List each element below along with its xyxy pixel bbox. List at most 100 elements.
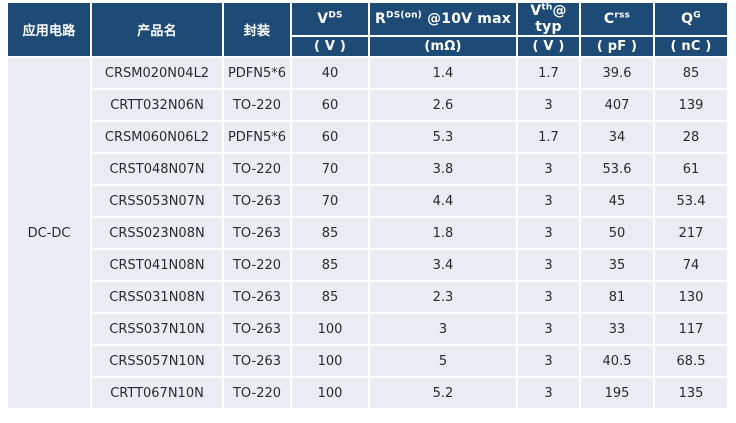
vth-cell: 3 <box>518 90 579 120</box>
qg-cell: 28 <box>655 122 727 152</box>
header-unit-2: ( V ) <box>518 37 579 56</box>
table-row: CRTT032N06N TO-220 60 2.6 3 407 139 <box>8 90 727 120</box>
table-row: CRSS037N10N TO-263 100 3 3 33 117 <box>8 314 727 344</box>
vds-cell: 40 <box>292 58 368 88</box>
product-name-cell: CRTT067N10N <box>92 378 222 408</box>
header-unit-1: (mΩ) <box>370 37 516 56</box>
crss-cell: 35 <box>581 250 653 280</box>
crss-cell: 40.5 <box>581 346 653 376</box>
table-row: CRTT067N10N TO-220 100 5.2 3 195 135 <box>8 378 727 408</box>
crss-cell: 53.6 <box>581 154 653 184</box>
crss-cell: 81 <box>581 282 653 312</box>
vds-cell: 85 <box>292 218 368 248</box>
vth-cell: 3 <box>518 378 579 408</box>
vds-cell: 100 <box>292 378 368 408</box>
vth-cell: 1.7 <box>518 122 579 152</box>
rds-on-cell: 3.4 <box>370 250 516 280</box>
package-cell: TO-263 <box>224 218 290 248</box>
product-name-cell: CRSM060N06L2 <box>92 122 222 152</box>
package-cell: TO-220 <box>224 154 290 184</box>
header-product-name: 产品名 <box>92 3 222 56</box>
rds-on-cell: 2.3 <box>370 282 516 312</box>
product-name-cell: CRTT032N06N <box>92 90 222 120</box>
crss-cell: 39.6 <box>581 58 653 88</box>
package-cell: TO-263 <box>224 314 290 344</box>
vds-cell: 60 <box>292 90 368 120</box>
vds-cell: 70 <box>292 186 368 216</box>
header-unit-3: ( pF ) <box>581 37 653 56</box>
crss-cell: 195 <box>581 378 653 408</box>
vth-cell: 3 <box>518 314 579 344</box>
header-param-crss: Crss <box>581 3 653 35</box>
rds-on-cell: 5.2 <box>370 378 516 408</box>
vth-cell: 3 <box>518 154 579 184</box>
table-row: CRSS031N08N TO-263 85 2.3 3 81 130 <box>8 282 727 312</box>
vth-cell: 3 <box>518 218 579 248</box>
package-cell: PDFN5*6 <box>224 58 290 88</box>
rds-on-cell: 1.4 <box>370 58 516 88</box>
rds-on-cell: 3.8 <box>370 154 516 184</box>
rds-on-cell: 5 <box>370 346 516 376</box>
table-body: DC-DC CRSM020N04L2 PDFN5*6 40 1.4 1.7 39.6 85 CR… <box>8 58 727 408</box>
table-row: CRST048N07N TO-220 70 3.8 3 53.6 61 <box>8 154 727 184</box>
table-row: DC-DC CRSM020N04L2 PDFN5*6 40 1.4 1.7 39.6 85 <box>8 58 727 408</box>
product-name-cell: CRSS057N10N <box>92 346 222 376</box>
qg-cell: 85 <box>655 58 727 88</box>
crss-cell: 45 <box>581 186 653 216</box>
product-name-cell: CRST041N08N <box>92 250 222 280</box>
vth-cell: 3 <box>518 346 579 376</box>
product-name-cell: CRSS023N08N <box>92 218 222 248</box>
package-cell: PDFN5*6 <box>224 122 290 152</box>
qg-cell: 135 <box>655 378 727 408</box>
header-param-vth: Vth@ typ <box>518 3 579 35</box>
vds-cell: 100 <box>292 314 368 344</box>
product-name-cell: CRST048N07N <box>92 154 222 184</box>
vds-cell: 100 <box>292 346 368 376</box>
package-cell: TO-263 <box>224 346 290 376</box>
vth-cell: 3 <box>518 282 579 312</box>
header-package: 封装 <box>224 3 290 56</box>
package-cell: TO-220 <box>224 90 290 120</box>
header-unit-4: ( nC ) <box>655 37 727 56</box>
qg-cell: 117 <box>655 314 727 344</box>
rds-on-cell: 3 <box>370 314 516 344</box>
header-param-rdson: RDS(on) @10V max <box>370 3 516 35</box>
qg-cell: 61 <box>655 154 727 184</box>
header-param-qg: QG <box>655 3 727 35</box>
rds-on-cell: 5.3 <box>370 122 516 152</box>
table-row: CRSM060N06L2 PDFN5*6 60 5.3 1.7 34 28 <box>8 122 727 152</box>
crss-cell: 33 <box>581 314 653 344</box>
package-cell: TO-220 <box>224 250 290 280</box>
product-name-cell: CRSS053N07N <box>92 186 222 216</box>
qg-cell: 139 <box>655 90 727 120</box>
table-header: 应用电路 产品名 封装 VDS RDS(on) @10V max Vth@ typ C… <box>8 3 727 56</box>
header-param-vds: VDS <box>292 3 368 35</box>
package-cell: TO-263 <box>224 282 290 312</box>
header-application-circuit: 应用电路 <box>8 3 90 56</box>
package-cell: TO-263 <box>224 186 290 216</box>
qg-cell: 53.4 <box>655 186 727 216</box>
product-name-cell: CRSS037N10N <box>92 314 222 344</box>
table-row: CRSS053N07N TO-263 70 4.4 3 45 53.4 <box>8 186 727 216</box>
vth-cell: 3 <box>518 250 579 280</box>
vds-cell: 60 <box>292 122 368 152</box>
vds-cell: 85 <box>292 250 368 280</box>
package-cell: TO-220 <box>224 378 290 408</box>
header-row-params: 应用电路 产品名 封装 VDS RDS(on) @10V max Vth@ typ C… <box>8 3 727 56</box>
vth-cell: 3 <box>518 186 579 216</box>
rds-on-cell: 2.6 <box>370 90 516 120</box>
header-unit-0: ( V ) <box>292 37 368 56</box>
application-circuit-group-cell: DC-DC <box>8 58 90 408</box>
product-name-cell: CRSM020N04L2 <box>92 58 222 88</box>
qg-cell: 130 <box>655 282 727 312</box>
crss-cell: 50 <box>581 218 653 248</box>
product-name-cell: CRSS031N08N <box>92 282 222 312</box>
product-spec-table: 应用电路 产品名 封装 VDS RDS(on) @10V max Vth@ typ C… <box>6 1 729 410</box>
qg-cell: 74 <box>655 250 727 280</box>
rds-on-cell: 1.8 <box>370 218 516 248</box>
vds-cell: 70 <box>292 154 368 184</box>
qg-cell: 217 <box>655 218 727 248</box>
table-row: CRSS057N10N TO-263 100 5 3 40.5 68.5 <box>8 346 727 376</box>
crss-cell: 407 <box>581 90 653 120</box>
